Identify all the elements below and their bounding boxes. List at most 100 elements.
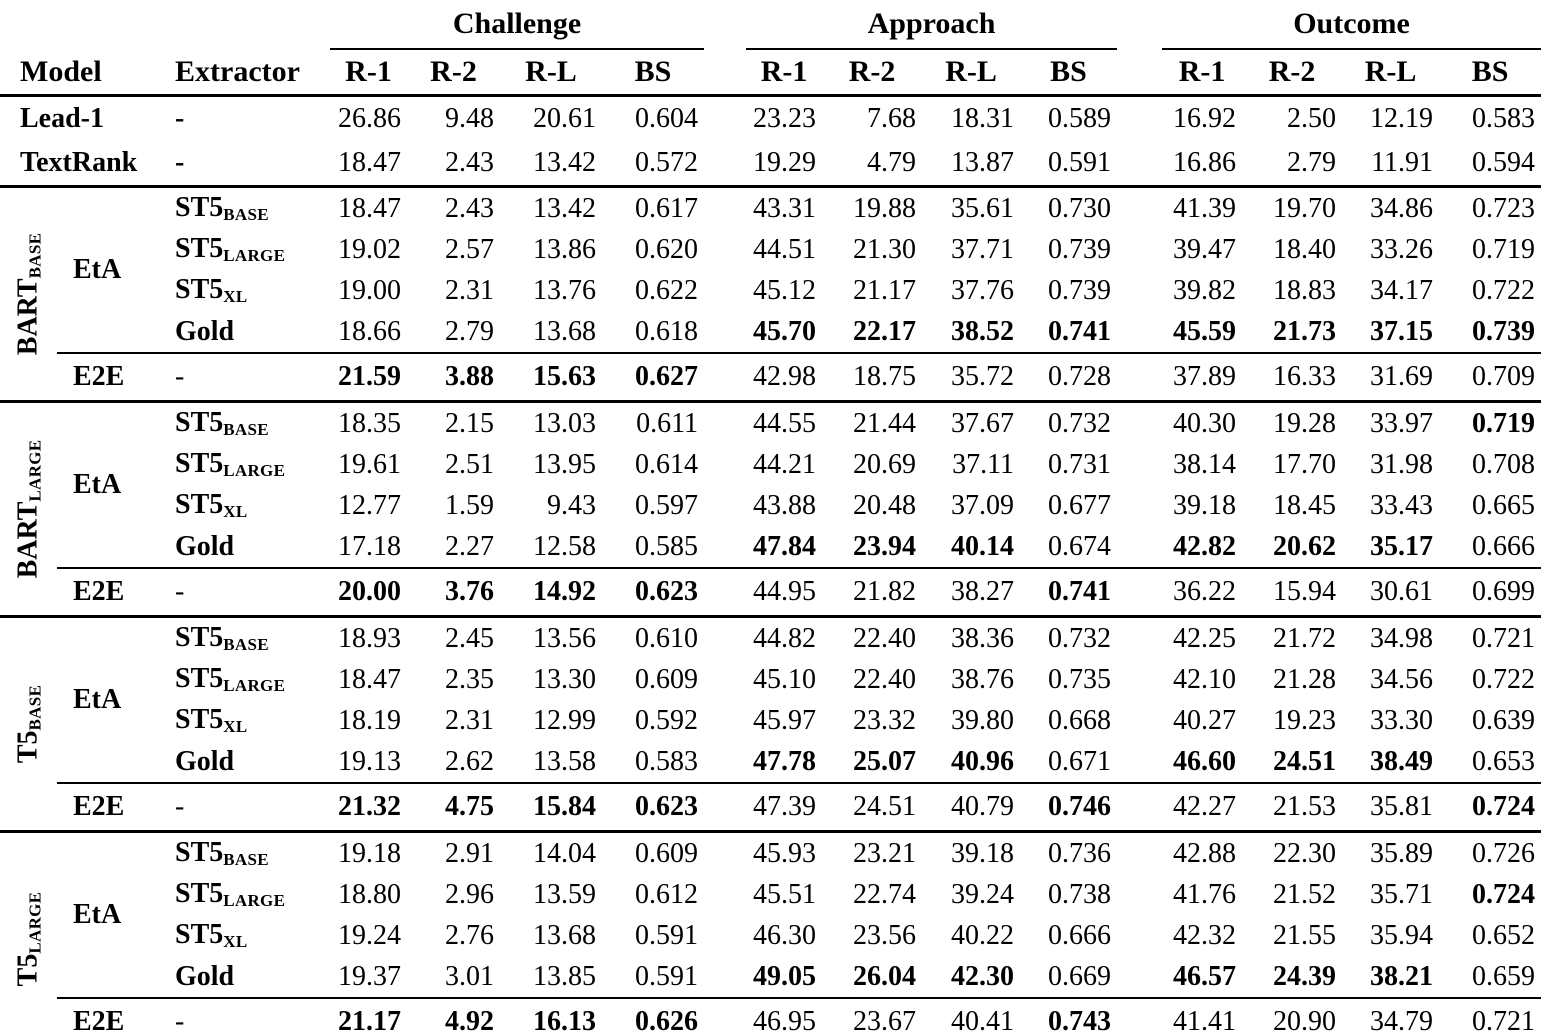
model-name-cell: TextRank [20,147,138,178]
metric-value-cell: 13.42 [533,147,596,178]
metric-value-cell: 13.42 [533,192,596,224]
metric-value-cell: 19.18 [338,837,401,869]
table-row: Lead-1 - 26.86 9.48 20.61 0.604 23.23 7.68 18.31… [0,96,1541,142]
method-cell-eta: EtA [73,469,122,500]
metric-value-cell: 39.82 [1173,274,1237,306]
metric-value-cell: 45.59 [1173,315,1237,347]
metric-value-cell: 2.27 [445,530,494,562]
model-group-label: BARTLARGE [12,440,44,579]
table-row: ST5LARGE 18.47 2.35 13.30 0.609 45.10 22.40 38.… [0,659,1541,700]
metric-value-cell: 13.95 [533,448,596,480]
metric-value-cell: 36.22 [1162,567,1243,617]
extractor-size-subscript: BASE [223,420,269,439]
metric-value-cell: 42.25 [1173,622,1237,654]
metric-value-cell: 0.741 [1020,567,1118,617]
metric-value-cell: 15.63 [500,352,602,402]
column-gap [1117,311,1162,353]
column-gap [1117,526,1162,568]
extractor-cell: - [175,352,330,402]
model-size-subscript: LARGE [25,891,44,954]
metric-value-cell: 0.666 [1472,530,1536,562]
extractor-cell: Gold [175,311,330,353]
metric-value-cell: 23.23 [753,103,817,134]
metric-value-cell: 37.15 [1370,315,1434,347]
column-gap [1117,187,1162,230]
extractor-size-subscript: XL [223,932,248,951]
model-group-section: T5BASE EtA ST5BASE 18.93 2.45 13.56 0.610 44.82… [0,616,1541,832]
metric-value-cell: 39.18 [1173,489,1237,521]
metric-value-cell: 17.18 [338,530,401,562]
metric-value-cell: 44.51 [753,233,817,265]
metric-value-cell: 2.43 [445,192,494,224]
section-header-row: Challenge Approach Outcome [0,0,1541,50]
metric-value-cell: 42.32 [1173,919,1237,951]
metric-value-cell: 46.57 [1173,960,1237,992]
metric-value-cell: 21.73 [1273,315,1337,347]
metric-value-cell: 0.639 [1472,704,1536,736]
table-row: Gold 19.13 2.62 13.58 0.583 47.78 25.07 40.96 0.… [0,741,1541,783]
metric-value-cell: 47.78 [753,745,817,777]
metric-value-cell: 11.91 [1371,147,1434,178]
metric-value-cell: 21.44 [853,407,917,439]
metric-value-cell: 0.722 [1472,663,1536,695]
metric-value-cell: 0.594 [1472,147,1536,178]
metric-value-cell: 26.86 [338,103,401,134]
column-gap [1117,485,1162,526]
metric-value-cell: 16.86 [1173,147,1237,178]
metric-value-cell: 16.13 [500,997,602,1034]
extractor-cell: ST5LARGE [175,874,330,915]
metric-value-cell: 0.604 [635,103,699,134]
method-cell-e2e: E2E [57,352,175,402]
model-group-label-cell: T5BASE [0,617,57,832]
extractor-size-subscript: LARGE [223,461,286,480]
metric-value-cell: 42.27 [1162,782,1243,832]
column-gap [1117,915,1162,956]
column-gap [704,956,746,998]
e2e-row: E2E -21.59 3.88 15.63 0.627 42.98 18.75 35.72 0.… [0,352,1541,402]
extractor-cell: ST5XL [175,485,330,526]
extractor-name: ST5 [175,837,224,868]
metric-header-rl: R-L [1342,49,1440,97]
metric-value-cell: 16.33 [1242,352,1343,402]
extractor-cell: Gold [175,741,330,783]
column-gap [704,526,746,568]
metric-value-cell: 20.61 [533,103,596,134]
model-group-label: BARTBASE [12,233,44,355]
metric-value-cell: 4.92 [407,997,500,1034]
metric-value-cell: 22.17 [853,315,917,347]
metric-value-cell: 21.28 [1273,663,1337,695]
metric-value-cell: 40.79 [922,782,1021,832]
metric-header-bs: BS [602,49,705,97]
metric-value-cell: 21.30 [853,233,917,265]
metric-value-cell: 0.719 [1472,407,1536,439]
metric-value-cell: 4.75 [407,782,500,832]
metric-value-cell: 23.21 [853,837,917,869]
metric-header-rl: R-L [922,49,1021,97]
table-row: BARTBASE EtA ST5BASE 18.47 2.43 13.42 0.617 43.… [0,187,1541,356]
metric-value-cell: 0.677 [1048,489,1112,521]
metric-value-cell: 42.82 [1173,530,1237,562]
metric-value-cell: 41.41 [1162,997,1243,1034]
metric-value-cell: 13.68 [533,315,596,347]
column-gap [1117,96,1162,142]
metric-value-cell: 38.27 [922,567,1021,617]
metric-value-cell: 3.01 [445,960,494,992]
metric-value-cell: 2.31 [445,274,494,306]
metric-value-cell: 0.592 [635,704,699,736]
metric-value-cell: 0.739 [1048,274,1112,306]
column-gap [704,311,746,353]
metric-value-cell: 22.40 [853,663,917,695]
extractor-cell: ST5BASE [175,832,330,875]
metric-value-cell: 45.97 [753,704,817,736]
metric-value-cell: 18.66 [338,315,401,347]
metric-value-cell: 35.94 [1370,919,1434,951]
metric-value-cell: 0.583 [635,745,699,777]
metric-value-cell: 38.52 [951,315,1015,347]
metric-value-cell: 0.626 [602,997,705,1034]
metric-value-cell: 41.39 [1173,192,1237,224]
metric-header-bs: BS [1439,49,1541,97]
metric-value-cell: 40.30 [1173,407,1237,439]
metric-value-cell: 23.94 [853,530,917,562]
metric-value-cell: 13.86 [533,233,596,265]
metric-value-cell: 0.669 [1048,960,1112,992]
